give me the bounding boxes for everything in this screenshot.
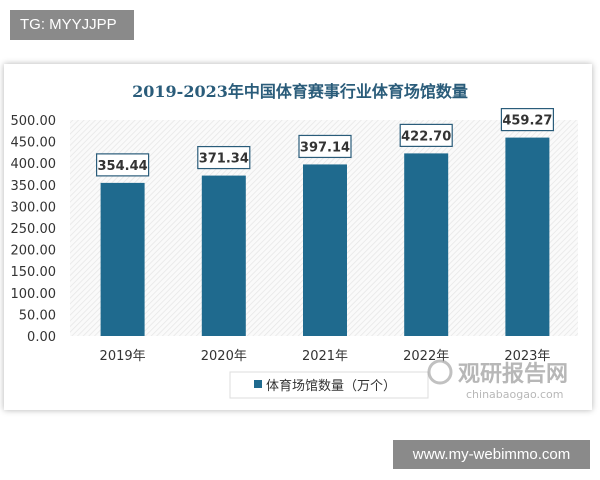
bar xyxy=(303,164,347,336)
data-label: 354.44 xyxy=(98,159,148,174)
svg-text:观研报告网: 观研报告网 xyxy=(458,362,568,387)
y-tick-label: 0.00 xyxy=(27,330,56,345)
legend-swatch xyxy=(254,380,262,388)
data-label: 422.70 xyxy=(401,129,451,144)
watermark-top: TG: MYYJJPP xyxy=(10,10,134,40)
watermark-bottom: www.my-webimmo.com xyxy=(393,440,590,469)
bar xyxy=(201,175,246,336)
logo-watermark: 观研报告网 chinabaogao.com xyxy=(427,359,568,401)
bar xyxy=(505,137,550,336)
y-tick-label: 400.00 xyxy=(11,157,57,172)
x-tick-label: 2021年 xyxy=(302,349,348,364)
y-tick-label: 200.00 xyxy=(11,244,57,259)
y-tick-label: 450.00 xyxy=(11,136,57,151)
legend: 体育场馆数量（万个） xyxy=(229,371,429,399)
data-label: 397.14 xyxy=(300,140,350,155)
y-tick-label: 300.00 xyxy=(11,200,57,215)
x-tick-label: 2023年 xyxy=(504,349,550,364)
data-label: 459.27 xyxy=(502,114,552,129)
y-tick-label: 250.00 xyxy=(11,222,57,237)
data-label-box xyxy=(95,153,150,177)
chart-title: 2019-2023年中国体育赛事行业体育场馆数量 xyxy=(132,82,468,101)
y-tick-label: 100.00 xyxy=(11,287,57,302)
y-tick-label: 150.00 xyxy=(11,265,57,280)
y-tick-label: 350.00 xyxy=(11,179,57,194)
x-tick-label: 2020年 xyxy=(201,349,247,364)
bar xyxy=(100,182,145,336)
data-label: 371.34 xyxy=(199,152,249,167)
bar xyxy=(404,153,449,336)
legend-label: 体育场馆数量（万个） xyxy=(266,378,396,394)
data-label-box xyxy=(298,134,352,159)
svg-text:chinabaogao.com: chinabaogao.com xyxy=(466,388,564,401)
data-label-box xyxy=(500,107,554,132)
x-tick-label: 2019年 xyxy=(100,349,146,364)
y-tick-label: 50.00 xyxy=(19,308,56,323)
y-tick-label: 500.00 xyxy=(11,114,57,129)
data-label-box xyxy=(197,145,251,170)
data-label-box xyxy=(399,123,453,147)
